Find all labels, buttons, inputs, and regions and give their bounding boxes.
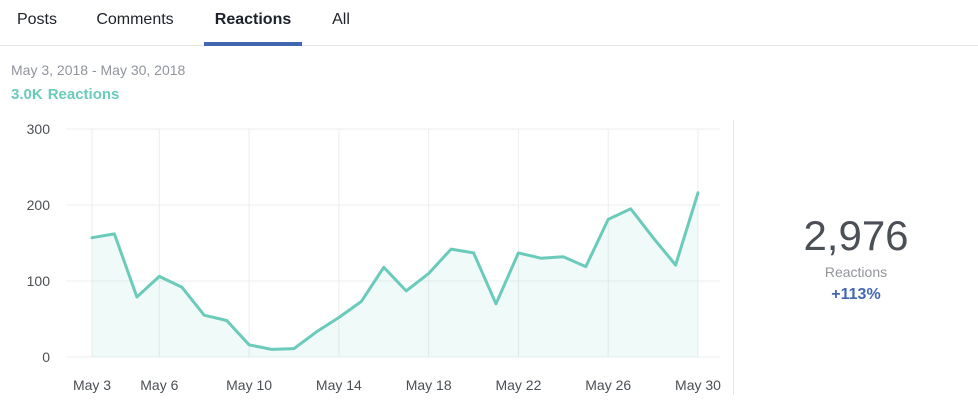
y-tick-label: 200 — [27, 197, 51, 213]
data-point — [516, 251, 520, 255]
summary-label: Reactions — [47, 86, 120, 103]
active-tab-indicator — [204, 42, 302, 46]
total-reactions-value: 2,976 — [803, 212, 909, 259]
tab-posts[interactable]: Posts — [16, 11, 57, 28]
data-point — [472, 251, 476, 255]
tab-reactions[interactable]: Reactions — [214, 11, 292, 28]
y-tick-label: 0 — [42, 349, 50, 365]
data-point — [337, 315, 341, 319]
data-point — [157, 274, 161, 278]
data-point — [292, 347, 296, 351]
data-point — [314, 330, 318, 334]
data-point — [112, 232, 116, 236]
data-point — [225, 319, 229, 323]
x-tick-label: May 26 — [585, 377, 631, 393]
data-point — [449, 247, 453, 251]
x-tick-label: May 10 — [226, 377, 272, 393]
data-point — [651, 236, 655, 240]
x-tick-label: May 14 — [316, 377, 362, 393]
data-point — [494, 302, 498, 306]
data-point — [135, 295, 139, 299]
chart-divider — [733, 120, 734, 395]
data-point — [674, 263, 678, 267]
data-point — [90, 236, 94, 240]
data-point — [561, 255, 565, 259]
data-point — [629, 207, 633, 211]
data-point — [270, 347, 274, 351]
data-point — [427, 271, 431, 275]
data-point — [584, 265, 588, 269]
x-tick-label: May 18 — [406, 377, 452, 393]
reactions-line — [90, 191, 700, 351]
tab-all[interactable]: All — [332, 11, 350, 28]
summary-value: 3.0K — [11, 86, 43, 103]
x-tick-label: May 3 — [73, 377, 111, 393]
x-tick-label: May 22 — [495, 377, 541, 393]
x-tick-label: May 6 — [140, 377, 178, 393]
date-range: May 3, 2018 - May 30, 2018 — [11, 62, 186, 78]
data-point — [404, 289, 408, 293]
data-point — [696, 191, 700, 195]
data-point — [606, 217, 610, 221]
data-point — [247, 343, 251, 347]
data-point — [382, 265, 386, 269]
reactions-summary: 3.0K Reactions — [11, 86, 124, 103]
tab-bar: Posts Comments Reactions All — [0, 0, 978, 46]
reactions-change: +113% — [831, 286, 881, 303]
data-point — [539, 256, 543, 260]
reactions-area — [92, 192, 698, 357]
y-tick-label: 300 — [27, 121, 51, 137]
data-point — [180, 285, 184, 289]
x-tick-label: May 30 — [675, 377, 721, 393]
data-point — [359, 300, 363, 304]
total-reactions-label: Reactions — [824, 264, 888, 280]
data-point — [202, 313, 206, 317]
tab-comments[interactable]: Comments — [96, 11, 174, 28]
y-tick-label: 100 — [27, 273, 51, 289]
